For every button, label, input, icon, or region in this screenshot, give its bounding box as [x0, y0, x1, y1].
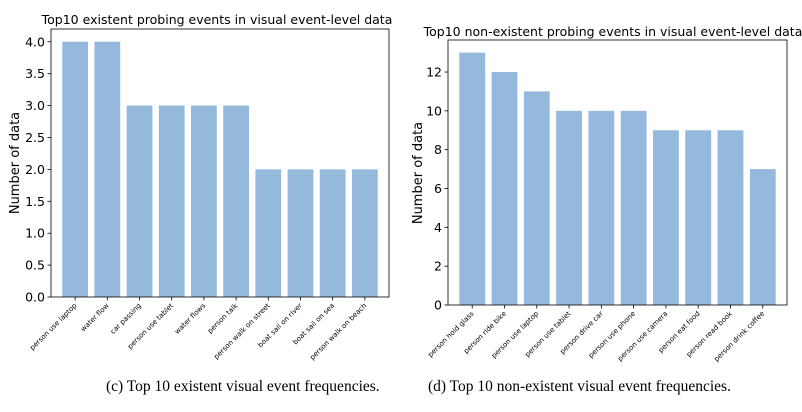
x-tick-label: person talk — [206, 301, 240, 335]
bar — [749, 169, 776, 305]
bar — [287, 169, 314, 297]
bar — [491, 72, 518, 305]
bar — [653, 130, 679, 305]
y-tick-label: 0.5 — [25, 258, 45, 273]
y-axis-label: Number of data — [411, 122, 426, 224]
y-tick-label: 8 — [434, 142, 442, 157]
y-tick-label: 0 — [434, 298, 442, 313]
y-tick-label: 0.0 — [25, 290, 45, 305]
bar — [620, 110, 647, 305]
x-tick-label: water flow — [79, 302, 111, 334]
y-tick-label: 4 — [434, 220, 442, 235]
bar — [191, 105, 217, 297]
bar — [717, 130, 744, 305]
y-axis-label: Number of data — [8, 112, 23, 214]
bar — [319, 169, 346, 297]
y-tick-label: 1.0 — [25, 226, 45, 241]
y-tick-label: 2 — [434, 259, 442, 274]
bar — [556, 110, 582, 305]
y-tick-label: 1.5 — [25, 194, 45, 209]
caption-left: (c) Top 10 existent visual event frequen… — [106, 378, 380, 395]
x-tick-label: water flows — [173, 302, 207, 336]
bar — [126, 105, 153, 297]
y-tick-label: 3.0 — [25, 98, 45, 113]
x-tick-label: person walk on street — [212, 302, 271, 361]
bar — [255, 169, 282, 297]
bar — [351, 169, 378, 297]
caption-right: (d) Top 10 non-existent visual event fre… — [428, 378, 731, 395]
y-tick-label: 2.5 — [25, 130, 45, 145]
plot-frame — [50, 28, 390, 298]
bar — [523, 91, 550, 305]
bar — [158, 105, 185, 297]
bar — [94, 41, 121, 298]
chart-title: Top10 non-existent probing events in vis… — [423, 24, 802, 39]
bar — [62, 41, 89, 298]
y-tick-label: 12 — [426, 65, 442, 80]
x-tick-label: car passing — [109, 302, 143, 336]
y-tick-label: 2.0 — [25, 162, 45, 177]
x-tick-label: person use laptop — [28, 301, 79, 352]
bar — [223, 105, 249, 297]
bar — [685, 130, 712, 305]
bar — [588, 110, 615, 305]
y-tick-label: 4.0 — [25, 34, 45, 49]
x-tick-label: person walk on beach — [308, 302, 368, 362]
plot-frame — [447, 39, 788, 306]
bar — [459, 52, 486, 306]
y-tick-label: 10 — [426, 103, 442, 118]
chart-title: Top10 existent probing events in visual … — [41, 12, 393, 27]
y-tick-label: 3.5 — [25, 66, 45, 81]
y-tick-label: 6 — [434, 181, 442, 196]
